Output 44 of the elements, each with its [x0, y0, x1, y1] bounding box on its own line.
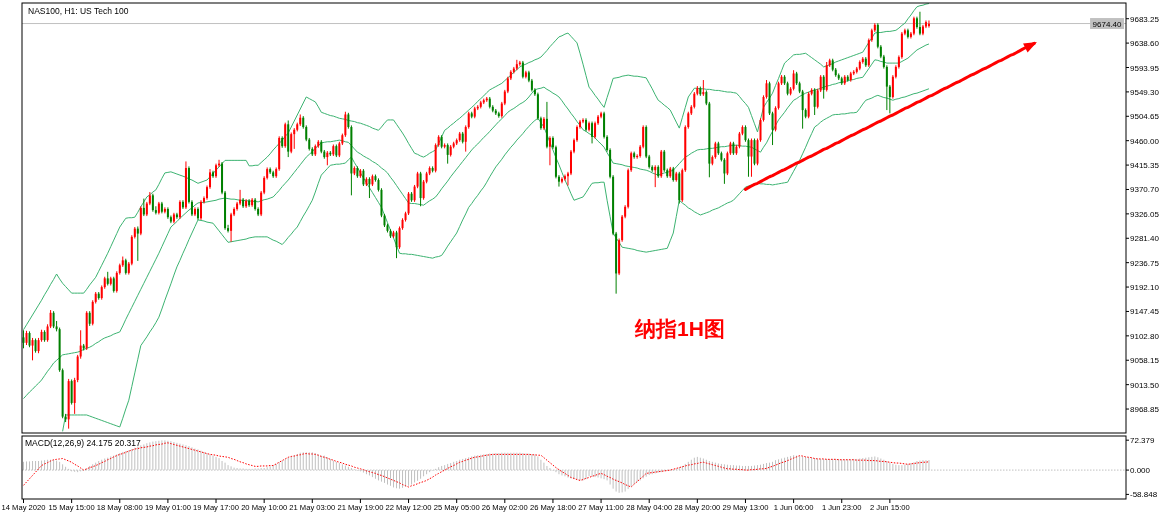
candlestick [563, 174, 566, 182]
candlestick [284, 122, 287, 149]
candlestick [70, 378, 73, 406]
y-tick-label: 9593.95 [1130, 63, 1160, 73]
y-tick-label: 72.379 [1130, 436, 1156, 446]
y-tick-label: 0.000 [1130, 466, 1151, 476]
y-tick-label: 9281.40 [1130, 234, 1160, 244]
candlestick [212, 170, 215, 179]
y-tick-label: 8968.85 [1130, 405, 1160, 415]
y-tick-label: 9326.05 [1130, 209, 1160, 219]
line-series [23, 43, 930, 400]
candlestick [199, 199, 202, 221]
candlestick [407, 191, 410, 216]
candlestick [560, 176, 563, 184]
candlestick [175, 212, 178, 220]
chart-title: NAS100, H1: US Tech 100 [28, 6, 129, 16]
y-tick-label: 9192.10 [1130, 283, 1160, 293]
y-tick-label: 9549.30 [1130, 87, 1160, 97]
y-tick-label: 9683.25 [1130, 14, 1160, 24]
y-tick-label: 9102.80 [1130, 331, 1160, 341]
candlestick [548, 135, 551, 166]
y-tick-label: 9370.70 [1130, 185, 1160, 195]
y-tick-label: 9460.00 [1130, 136, 1160, 146]
ref-line-label: 9674.40 [1092, 19, 1123, 29]
candlestick [290, 131, 293, 154]
candlestick [792, 69, 795, 91]
chart-title: MACD(12,26,9) 24.175 20.317 [25, 438, 142, 448]
annotation: 纳指1H图 [634, 317, 725, 341]
y-tick-label: 9236.75 [1130, 258, 1160, 268]
y-tick-label: 9013.50 [1130, 380, 1160, 390]
y-tick-label: 9058.15 [1130, 356, 1160, 366]
candlestick [178, 199, 181, 220]
candlestick [927, 19, 930, 29]
candlestick [31, 337, 34, 361]
line-series [62, 88, 930, 432]
y-tick-label: 9638.60 [1130, 39, 1160, 49]
candlestick [663, 149, 666, 173]
y-tick-label: 9147.45 [1130, 307, 1160, 317]
candlestick [912, 16, 915, 36]
y-tick-label: 9504.65 [1130, 112, 1160, 122]
y-tick-label: -58.848 [1130, 490, 1158, 500]
candlestick [750, 138, 753, 178]
candlestick [163, 206, 166, 214]
y-tick-label: 9415.35 [1130, 161, 1160, 171]
